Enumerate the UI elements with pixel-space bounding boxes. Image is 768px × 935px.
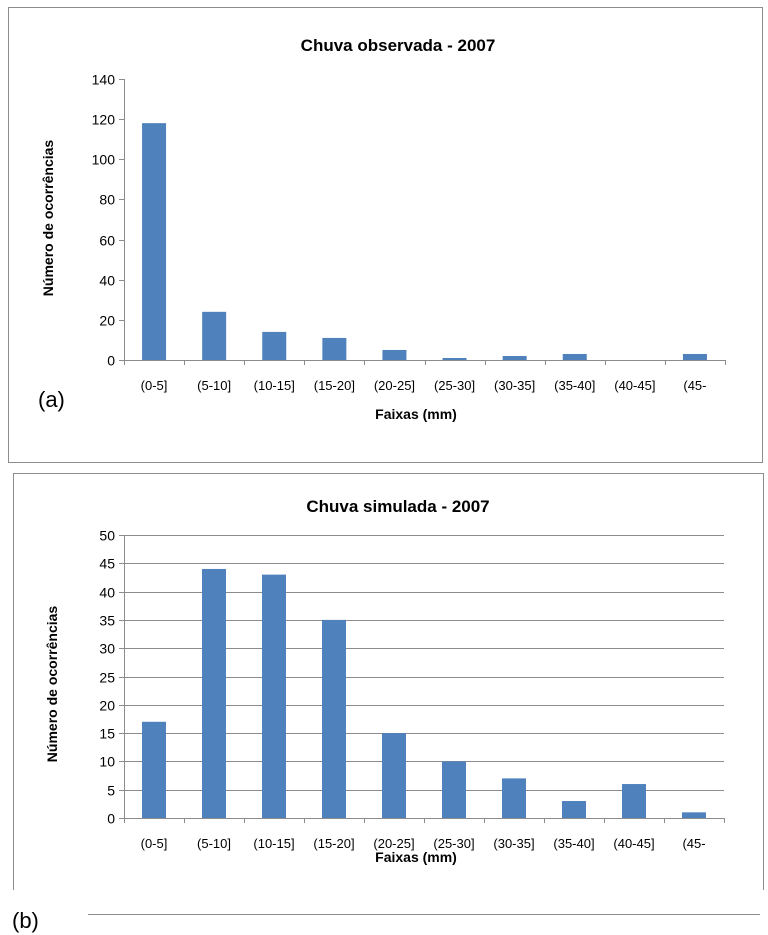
- chart-a-bar: [322, 337, 347, 360]
- chart-a-ytick-label: 100: [92, 152, 116, 168]
- chart-a-category-label: (0-5]: [141, 378, 168, 393]
- chart-b-ytick-label: 45: [99, 556, 115, 572]
- chart-b-bar: [502, 778, 526, 818]
- chart-b-category-label: (20-25]: [373, 836, 414, 851]
- chart-b-category-label: (25-30]: [433, 836, 474, 851]
- chart-a-bar: [502, 355, 527, 360]
- chart-b-ytick-label: 25: [99, 670, 115, 686]
- chart-b-bar: [202, 568, 226, 818]
- chart-a-category-label: (35-40]: [554, 378, 595, 393]
- chart-a-bar: [682, 353, 707, 360]
- chart-panel-b: Chuva simulada - 2007 Número de ocorrênc…: [0, 470, 768, 935]
- chart-a-ytick-label: 140: [92, 72, 116, 88]
- chart-a-ytick-label: 0: [107, 353, 115, 369]
- chart-a-category-label: (30-35]: [494, 378, 535, 393]
- chart-a-category-label: (5-10]: [197, 378, 231, 393]
- chart-b-svg: Chuva simulada - 2007 Número de ocorrênc…: [12, 473, 764, 933]
- chart-panel-a: Chuva observada - 2007 Número de ocorrên…: [8, 7, 763, 463]
- chart-b-category-label: (0-5]: [141, 836, 168, 851]
- chart-b-ytick-label: 15: [99, 726, 115, 742]
- chart-b-xlabel: Faixas (mm): [375, 849, 457, 865]
- chart-a-ytick-label: 80: [99, 192, 115, 208]
- chart-a-category-label: (15-20]: [314, 378, 355, 393]
- chart-b-ytick-label: 35: [99, 613, 115, 629]
- chart-a-ytick-label: 40: [99, 273, 115, 289]
- chart-b-category-label: (40-45]: [613, 836, 654, 851]
- chart-b-bar: [322, 619, 346, 818]
- chart-b-title: Chuva simulada - 2007: [306, 497, 489, 516]
- chart-b-plot: 0 5 10 15 20 25 30 35 40 45 50 (0-5] (5-10] (10-15] (1…: [99, 528, 725, 851]
- chart-a-bar: [202, 311, 227, 360]
- chart-b-bar: [562, 801, 586, 818]
- chart-b-ytick-label: 20: [99, 698, 115, 714]
- chart-b-category-label: (45-: [682, 836, 705, 851]
- chart-b-category-label: (10-15]: [253, 836, 294, 851]
- chart-a-category-label: (25-30]: [434, 378, 475, 393]
- chart-b-bar: [382, 733, 406, 818]
- chart-a-ytick-label: 20: [99, 313, 115, 329]
- chart-b-ytick-label: 0: [107, 811, 115, 827]
- chart-b-ytick-label: 5: [107, 783, 115, 799]
- chart-b-bar: [682, 812, 706, 818]
- chart-a-category-label: (20-25]: [374, 378, 415, 393]
- chart-b-ytick-label: 10: [99, 754, 115, 770]
- chart-a-bar: [382, 349, 407, 360]
- chart-b-ytick-label: 50: [99, 528, 115, 544]
- chart-a-frame: [8, 7, 763, 463]
- chart-a-xlabel: Faixas (mm): [375, 406, 457, 422]
- chart-b-ylabel: Número de ocorrências: [44, 606, 60, 763]
- chart-a-ylabel: Número de ocorrências: [40, 140, 56, 297]
- chart-b-bar: [262, 574, 286, 818]
- chart-a-bar: [262, 331, 287, 360]
- chart-b-ytick-label: 40: [99, 585, 115, 601]
- chart-b-category-label: (15-20]: [313, 836, 354, 851]
- chart-b-bar: [622, 784, 646, 818]
- chart-b-bar: [442, 761, 466, 818]
- chart-a-title: Chuva observada - 2007: [301, 36, 496, 55]
- chart-a-plot: 0 20 40 60 80 100 120 140 (0-5] (5-10] (10-15] (15-…: [92, 72, 726, 393]
- chart-b-category-label: (35-40]: [553, 836, 594, 851]
- chart-a-category-label: (45-: [683, 378, 706, 393]
- chart-b-ytick-label: 30: [99, 641, 115, 657]
- chart-a-bar: [142, 123, 167, 361]
- chart-b-panel-letter: (b): [12, 908, 39, 933]
- chart-b-category-label: (30-35]: [493, 836, 534, 851]
- chart-a-ytick-label: 60: [99, 233, 115, 249]
- chart-a-category-label: (40-45]: [614, 378, 655, 393]
- chart-a-category-label: (10-15]: [254, 378, 295, 393]
- chart-a-svg: Chuva observada - 2007 Número de ocorrên…: [8, 7, 763, 463]
- chart-b-bar: [142, 721, 166, 818]
- chart-a-ytick-label: 120: [92, 112, 116, 128]
- chart-b-frame: [13, 473, 764, 890]
- chart-a-bar: [442, 357, 467, 360]
- chart-a-bar: [562, 353, 587, 360]
- chart-b-category-label: (5-10]: [197, 836, 231, 851]
- chart-a-panel-letter: (a): [38, 387, 65, 412]
